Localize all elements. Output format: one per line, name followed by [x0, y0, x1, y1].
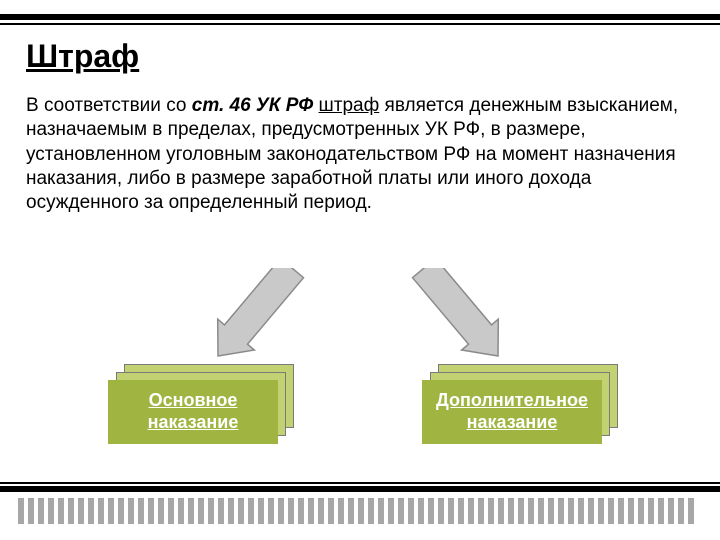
- arrow-2: [0, 268, 720, 378]
- tick: [68, 498, 74, 524]
- top-rule-thick: [0, 14, 720, 20]
- tick: [418, 498, 424, 524]
- tick: [358, 498, 364, 524]
- tick: [118, 498, 124, 524]
- body-paragraph: В соответствии со ст. 46 УК РФ штраф явл…: [26, 94, 686, 216]
- tick: [458, 498, 464, 524]
- tick: [688, 498, 694, 524]
- tick: [348, 498, 354, 524]
- law-reference: ст. 46 УК РФ: [192, 95, 314, 116]
- tick: [528, 498, 534, 524]
- arrows-layer: [0, 268, 720, 378]
- tick: [678, 498, 684, 524]
- tick: [428, 498, 434, 524]
- slide: Штраф В соответствии со ст. 46 УК РФ штр…: [0, 0, 720, 540]
- bottom-ticks: [18, 498, 702, 524]
- tick: [558, 498, 564, 524]
- tick: [228, 498, 234, 524]
- tick: [218, 498, 224, 524]
- tick: [28, 498, 34, 524]
- tick: [658, 498, 664, 524]
- body-prefix: В соответствии со: [26, 95, 192, 116]
- tick: [628, 498, 634, 524]
- tick: [308, 498, 314, 524]
- box-label-1: Основное наказание: [108, 380, 278, 444]
- tick: [518, 498, 524, 524]
- tick: [48, 498, 54, 524]
- tick: [268, 498, 274, 524]
- tick: [538, 498, 544, 524]
- tick: [478, 498, 484, 524]
- bottom-rule-thin: [0, 482, 720, 484]
- tick: [288, 498, 294, 524]
- tick: [98, 498, 104, 524]
- tick: [208, 498, 214, 524]
- tick: [338, 498, 344, 524]
- tick: [448, 498, 454, 524]
- tick: [178, 498, 184, 524]
- tick: [148, 498, 154, 524]
- slide-title: Штраф: [26, 38, 139, 75]
- tick: [588, 498, 594, 524]
- tick: [388, 498, 394, 524]
- tick: [598, 498, 604, 524]
- tick: [278, 498, 284, 524]
- tick: [488, 498, 494, 524]
- tick: [188, 498, 194, 524]
- tick: [568, 498, 574, 524]
- tick: [368, 498, 374, 524]
- box-label-2: Дополнительное наказание: [422, 380, 602, 444]
- tick: [18, 498, 24, 524]
- tick: [608, 498, 614, 524]
- tick: [248, 498, 254, 524]
- bottom-rule-thick: [0, 486, 720, 492]
- tick: [168, 498, 174, 524]
- defined-term: штраф: [319, 95, 380, 116]
- tick: [548, 498, 554, 524]
- tick: [638, 498, 644, 524]
- tick: [58, 498, 64, 524]
- tick: [88, 498, 94, 524]
- tick: [78, 498, 84, 524]
- tick: [498, 498, 504, 524]
- tick: [158, 498, 164, 524]
- tick: [298, 498, 304, 524]
- tick: [238, 498, 244, 524]
- tick: [138, 498, 144, 524]
- tick: [408, 498, 414, 524]
- tick: [618, 498, 624, 524]
- tick: [328, 498, 334, 524]
- tick: [508, 498, 514, 524]
- tick: [438, 498, 444, 524]
- tick: [318, 498, 324, 524]
- tick: [198, 498, 204, 524]
- tick: [578, 498, 584, 524]
- tick: [668, 498, 674, 524]
- tick: [128, 498, 134, 524]
- tick: [468, 498, 474, 524]
- tick: [378, 498, 384, 524]
- top-rule-thin: [0, 23, 720, 25]
- tick: [108, 498, 114, 524]
- tick: [258, 498, 264, 524]
- tick: [38, 498, 44, 524]
- tick: [398, 498, 404, 524]
- tick: [648, 498, 654, 524]
